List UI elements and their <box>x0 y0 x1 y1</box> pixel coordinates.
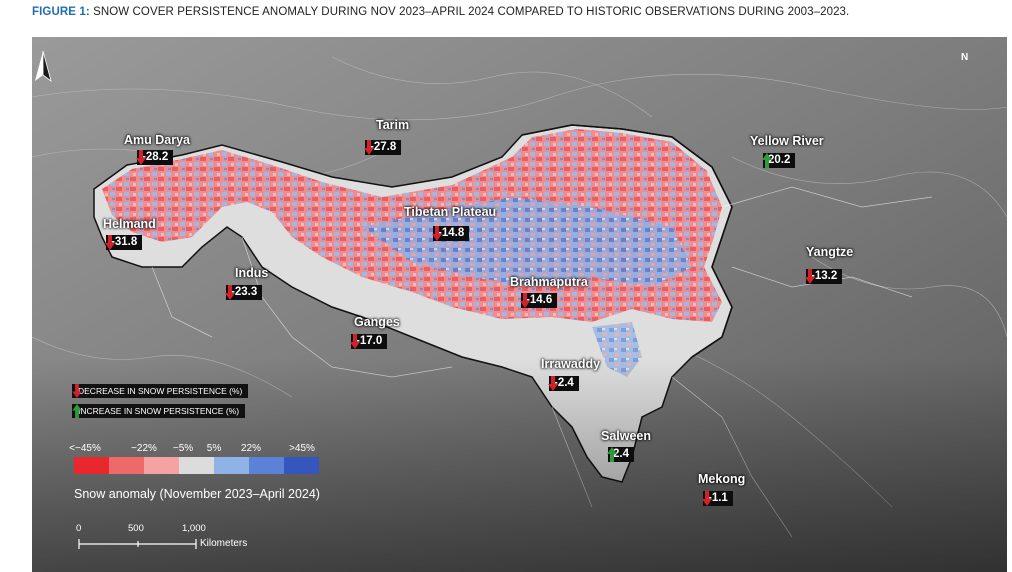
color-swatch <box>284 457 319 474</box>
color-swatch <box>144 457 179 474</box>
basin-value-ganges: -17.0 <box>350 334 388 349</box>
north-label: N <box>961 52 969 63</box>
basin-value-irrawaddy: -2.4 <box>548 376 579 391</box>
basin-value-tibetan-plateau: -14.8 <box>432 226 470 241</box>
decrease-arrow-icon <box>432 226 442 241</box>
color-scale-tick: 22% <box>240 443 262 454</box>
color-scale-ticks: <−45% −22% −5% 5% 22% >45% <box>69 443 324 455</box>
color-scale-tick: −5% <box>172 443 194 454</box>
basin-value-amu-darya: -28.2 <box>136 150 174 165</box>
legend-increase-label: INCREASE IN SNOW PERSISTENCE (%) <box>72 404 246 418</box>
color-swatch <box>214 457 249 474</box>
basin-value-yellow-river: 20.2 <box>762 153 796 168</box>
basin-name-mekong: Mekong <box>698 472 746 486</box>
legend-decrease-label: DECREASE IN SNOW PERSISTENCE (%) <box>72 384 249 398</box>
increase-arrow-icon <box>762 153 772 168</box>
color-swatch <box>179 457 214 474</box>
basin-name-tarim: Tarim <box>376 118 410 132</box>
increase-arrow-icon <box>72 404 82 418</box>
basin-value-salween: 2.4 <box>607 447 634 462</box>
north-arrow-icon <box>35 50 52 83</box>
decrease-arrow-icon <box>805 269 815 284</box>
basin-name-helmand: Helmand <box>103 217 156 231</box>
basin-name-irrawaddy: Irrawaddy <box>541 357 601 371</box>
color-swatch <box>249 457 284 474</box>
legend-decrease: DECREASE IN SNOW PERSISTENCE (%) <box>72 384 249 398</box>
basin-name-ganges: Ganges <box>354 315 400 329</box>
scale-bar <box>78 539 197 549</box>
basin-value-helmand: -31.8 <box>105 235 143 250</box>
figure-title: SNOW COVER PERSISTENCE ANOMALY DURING NO… <box>93 6 850 18</box>
basin-value-mekong: -1.1 <box>702 491 733 506</box>
decrease-arrow-icon <box>548 376 558 391</box>
legend-title: Snow anomaly (November 2023–April 2024) <box>74 487 320 501</box>
decrease-arrow-icon <box>136 150 146 165</box>
basin-name-amu-darya: Amu Darya <box>124 133 190 147</box>
map-background <box>32 37 1007 572</box>
color-scale-tick: <−45% <box>69 443 101 454</box>
basin-value-yangtze: -13.2 <box>805 269 843 284</box>
color-swatch <box>74 457 109 474</box>
basin-name-salween: Salween <box>601 429 652 443</box>
scale-bar-tick: 0 <box>76 523 82 534</box>
decrease-arrow-icon <box>225 285 235 300</box>
basin-name-tibetan-plateau: Tibetan Plateau <box>404 205 497 219</box>
color-scale-tick: 5% <box>206 443 222 454</box>
figure-label: FIGURE 1: <box>32 6 90 18</box>
figure-caption: FIGURE 1: SNOW COVER PERSISTENCE ANOMALY… <box>32 6 849 18</box>
basin-value-tarim: -27.8 <box>364 140 402 155</box>
snow-anomaly-map: N Amu Darya -28.2 Tarim -27.8 Yellow Riv… <box>32 37 1007 572</box>
basin-name-yangtze: Yangtze <box>806 245 854 259</box>
basin-value-indus: -23.3 <box>225 285 263 300</box>
decrease-arrow-icon <box>364 140 374 155</box>
decrease-arrow-icon <box>702 491 712 506</box>
decrease-arrow-icon <box>350 334 360 349</box>
color-swatch <box>109 457 144 474</box>
decrease-arrow-icon <box>72 384 82 398</box>
scale-bar-tick: 500 <box>128 523 144 534</box>
color-scale-tick: >45% <box>289 443 315 454</box>
decrease-arrow-icon <box>105 235 115 250</box>
increase-arrow-icon <box>607 447 617 462</box>
basin-name-indus: Indus <box>235 266 269 280</box>
decrease-arrow-icon <box>520 293 530 308</box>
scale-bar-unit: Kilometers <box>200 538 248 549</box>
basin-name-brahmaputra: Brahmaputra <box>510 275 588 289</box>
basin-name-yellow-river: Yellow River <box>750 134 824 148</box>
basin-value-brahmaputra: -14.6 <box>520 293 558 308</box>
legend-increase: INCREASE IN SNOW PERSISTENCE (%) <box>72 404 246 418</box>
scale-bar-tick: 1,000 <box>182 523 206 534</box>
color-scale-tick: −22% <box>131 443 157 454</box>
color-scale <box>74 457 319 474</box>
